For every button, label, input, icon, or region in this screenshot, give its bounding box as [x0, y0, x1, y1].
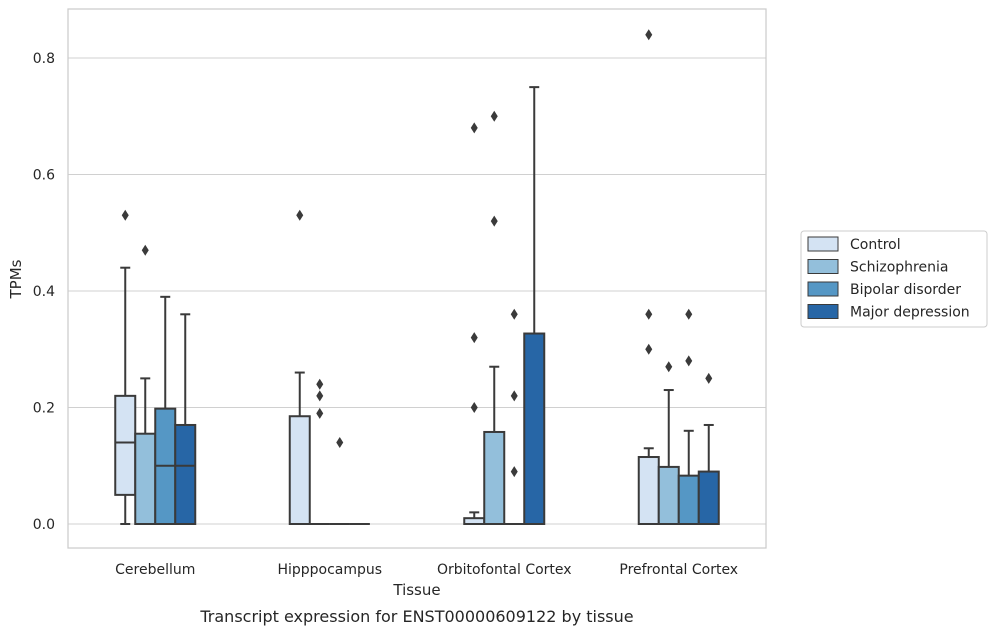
outlier-point — [645, 29, 653, 41]
x-tick-label: Cerebellum — [115, 562, 195, 578]
box-body — [523, 332, 546, 525]
box-0-3 — [174, 313, 197, 526]
legend-frame — [800, 230, 988, 328]
box-body — [637, 456, 660, 526]
y-tick-label: 0.6 — [33, 168, 55, 184]
legend-label: Bipolar disorder — [850, 282, 961, 298]
outlier-point — [336, 436, 344, 448]
outlier-point — [490, 215, 498, 227]
y-axis-label: TPMs — [7, 259, 25, 299]
box-3-1 — [657, 389, 680, 526]
legend-swatch — [807, 259, 839, 274]
outlier-point — [705, 372, 713, 384]
box-0-1 — [134, 377, 157, 525]
chart-caption: Transcript expression for ENST0000060912… — [199, 607, 633, 626]
x-tick-label: Orbitofontal Cortex — [437, 562, 572, 578]
box-body — [114, 394, 137, 496]
outlier-point — [470, 402, 478, 413]
outlier-point — [685, 308, 693, 320]
box-layer — [114, 86, 720, 526]
box-3-3 — [697, 423, 720, 526]
box-1-0 — [288, 371, 311, 525]
box-2-0 — [463, 511, 486, 525]
outlier-point — [510, 466, 518, 478]
outlier-point — [470, 122, 478, 134]
outlier-point — [665, 361, 673, 373]
y-tick-label: 0.4 — [33, 284, 55, 300]
outlier-point — [296, 209, 304, 221]
outlier-point — [121, 209, 129, 221]
box-3-2 — [677, 429, 700, 525]
y-tick-labels: 0.0 0.2 0.4 0.6 0.8 — [33, 51, 55, 533]
outlier-point — [510, 390, 518, 402]
box-body — [697, 470, 720, 526]
box-2-1 — [483, 365, 506, 525]
x-axis-label: Tissue — [392, 581, 440, 599]
box-3-0 — [637, 447, 660, 526]
outlier-point — [316, 390, 324, 402]
box-body — [657, 465, 680, 526]
outlier-point — [316, 378, 324, 390]
box-2-3 — [523, 86, 546, 525]
legend-label: Schizophrenia — [850, 260, 948, 276]
box-0-2 — [154, 295, 177, 526]
outlier-point — [141, 244, 149, 256]
x-tick-labels: Cerebellum Hipppocampus Orbitofontal Corte… — [115, 562, 738, 578]
outlier-point — [645, 308, 653, 320]
box-0-0 — [114, 266, 137, 525]
legend-swatch — [807, 304, 839, 319]
outlier-layer — [121, 29, 713, 478]
y-tick-label: 0.2 — [33, 401, 55, 417]
box-body — [483, 430, 506, 525]
box-body — [174, 423, 197, 526]
outlier-point — [645, 343, 653, 355]
outlier-point — [316, 407, 324, 419]
outlier-point — [470, 332, 478, 344]
box-body — [134, 432, 157, 525]
y-tick-label: 0.0 — [33, 517, 55, 533]
x-tick-label: Hipppocampus — [277, 562, 382, 578]
box-body — [677, 474, 700, 525]
y-tick-label: 0.8 — [33, 51, 55, 67]
legend-swatch — [807, 281, 839, 297]
legend: Control Schizophrenia Bipolar disorder Majo… — [800, 230, 988, 328]
outlier-point — [490, 110, 498, 122]
legend-swatch — [807, 236, 839, 252]
legend-label: Major depression — [850, 305, 970, 321]
x-tick-label: Prefrontal Cortex — [619, 562, 738, 578]
outlier-point — [510, 308, 518, 320]
box-body — [288, 415, 311, 525]
outlier-point — [685, 355, 693, 367]
legend-label: Control — [850, 237, 901, 253]
plot-frame — [67, 8, 767, 549]
